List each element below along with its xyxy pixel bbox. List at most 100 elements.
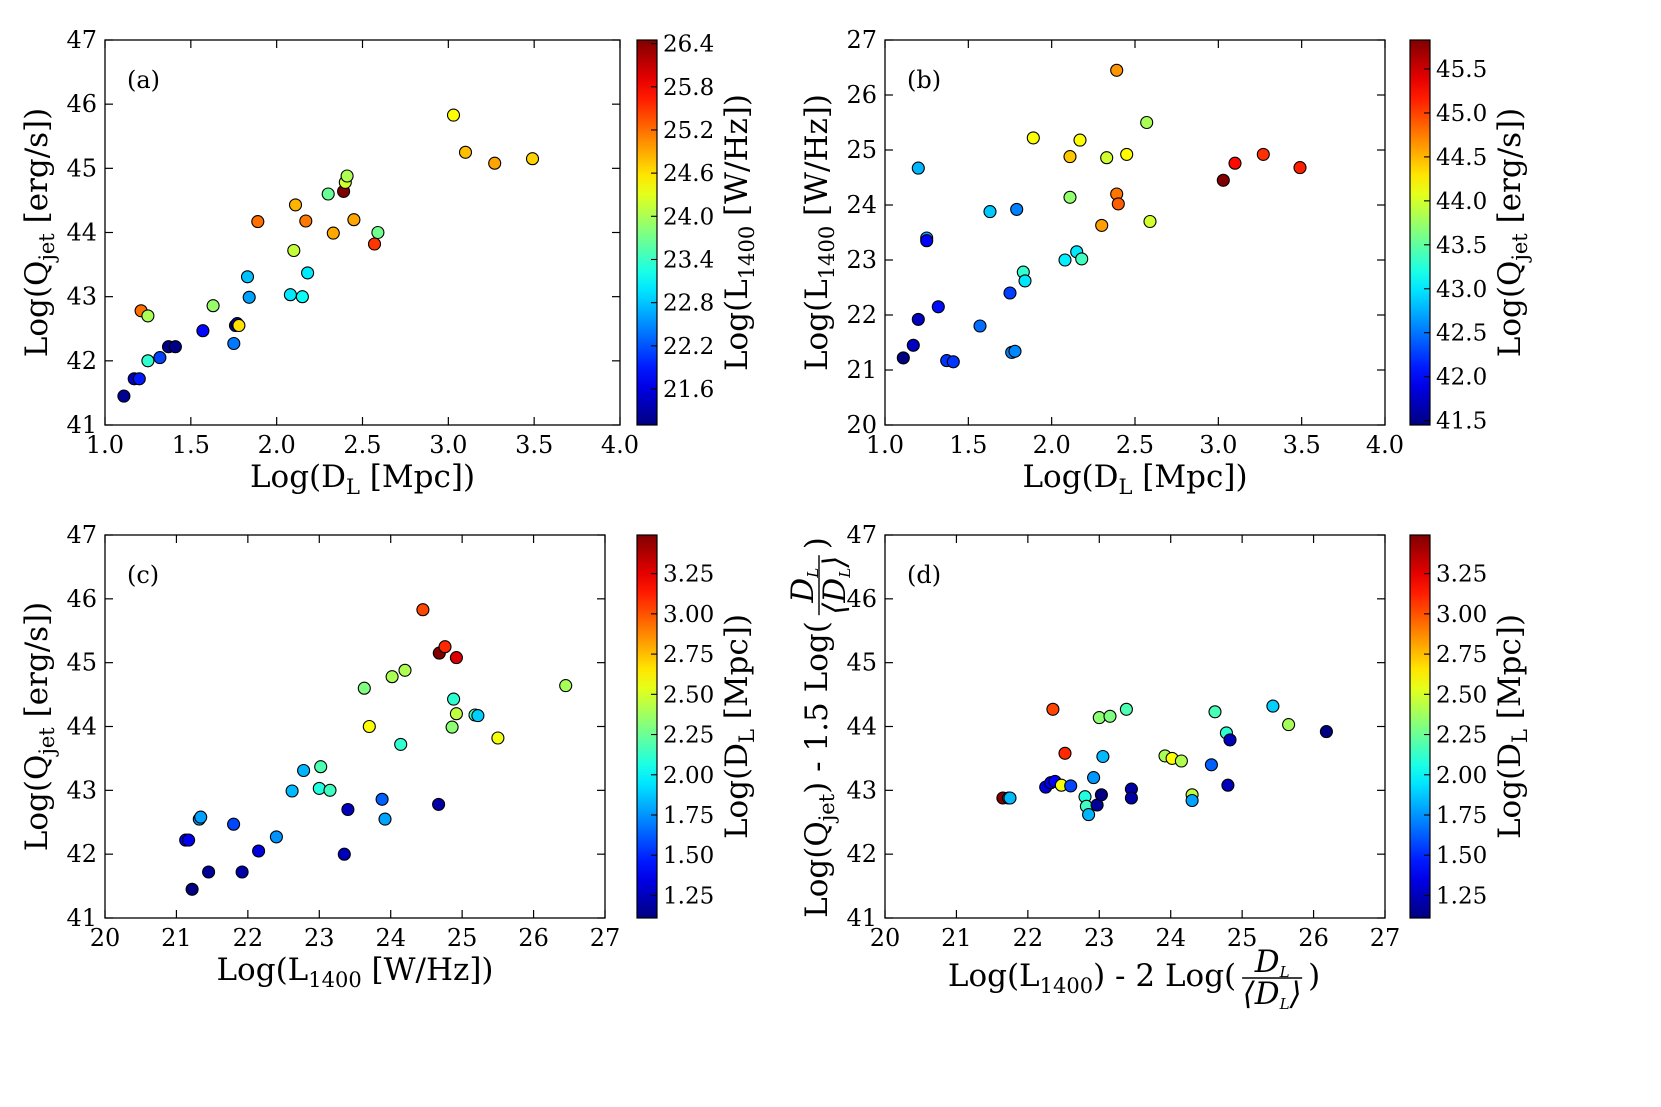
colorbar (1409, 39, 1431, 426)
data-point (340, 169, 354, 183)
data-point (1119, 702, 1133, 716)
data-point (449, 707, 463, 721)
data-point (206, 299, 220, 313)
data-point (911, 312, 925, 326)
data-point (1216, 173, 1230, 187)
x-tick-label: 3.5 (1283, 431, 1321, 459)
data-point (242, 290, 256, 304)
colorbar-tick-label: 1.75 (663, 803, 714, 829)
x-tick-label: 3.5 (515, 431, 553, 459)
y-tick-label: 23 (846, 246, 877, 274)
x-tick-label: 1.5 (949, 431, 987, 459)
data-point (168, 340, 182, 354)
axes-frame (884, 39, 1386, 426)
data-point (371, 225, 385, 240)
data-point (375, 792, 389, 806)
data-point (394, 737, 408, 751)
x-tick-label: 25 (1227, 924, 1258, 952)
data-point (1064, 779, 1078, 793)
y-tick-label: 42 (66, 840, 97, 868)
x-tick-label: 20 (870, 924, 901, 952)
data-point (232, 318, 246, 333)
x-axis-label: Log(L1400 [W/Hz]) (216, 952, 493, 992)
data-point (1174, 754, 1188, 768)
data-point (378, 812, 392, 826)
y-tick-label: 43 (66, 776, 97, 804)
x-tick-label: 23 (1084, 924, 1115, 952)
y-axis-label: Log(Qjet [erg/s]) (19, 108, 59, 358)
y-tick-label: 44 (66, 219, 97, 247)
data-point (920, 234, 934, 248)
data-point (471, 709, 485, 723)
data-point (911, 161, 925, 175)
colorbar-tick-label: 25.8 (663, 75, 714, 101)
data-point (347, 213, 361, 227)
data-point (240, 270, 255, 284)
colorbar (636, 534, 658, 919)
y-tick-label: 42 (846, 840, 877, 868)
data-point (1018, 274, 1032, 288)
data-point (1096, 749, 1110, 764)
data-point (1063, 190, 1077, 204)
x-tick-label: 22 (233, 924, 264, 952)
data-point (1075, 252, 1089, 266)
x-tick-label: 23 (304, 924, 335, 952)
x-tick-label: 21 (941, 924, 972, 952)
data-point (153, 351, 167, 365)
x-tick-label: 1.0 (866, 431, 904, 459)
svg-text:Log(Qjet) - 1.5 Log(: Log(Qjet) - 1.5 Log( (799, 621, 839, 918)
panel-label: (a) (127, 66, 160, 94)
data-point (458, 145, 473, 159)
x-tick-label: 4.0 (1366, 431, 1404, 459)
data-point (269, 830, 283, 844)
data-point (896, 351, 910, 365)
y-tick-label: 45 (66, 154, 97, 182)
y-tick-label: 44 (66, 713, 97, 741)
y-tick-label: 43 (846, 776, 877, 804)
data-point (312, 781, 326, 795)
colorbar-tick-label: 43.5 (1436, 233, 1487, 259)
colorbar-tick-label: 3.00 (1436, 602, 1487, 628)
data-point (251, 215, 265, 229)
colorbar-tick-label: 24.0 (663, 204, 714, 230)
colorbar-label: Log(Qjet [erg/s]) (1492, 108, 1532, 358)
x-tick-label: 4.0 (601, 431, 639, 459)
y-tick-label: 25 (846, 136, 877, 164)
y-axis-label: Log(Qjet) - 1.5 Log(DL⟨DL⟩) (785, 537, 854, 918)
x-tick-label: 25 (447, 924, 478, 952)
y-tick-label: 47 (846, 521, 877, 549)
data-point (1095, 218, 1109, 232)
colorbar-label: Log(L1400 [W/Hz]) (719, 94, 759, 371)
colorbar-tick-label: 2.50 (1436, 682, 1487, 708)
y-tick-label: 43 (66, 283, 97, 311)
x-axis-label: Log(L1400) - 2 Log(DL⟨DL⟩) (948, 944, 1320, 1013)
data-point (1010, 202, 1024, 216)
data-point (1185, 793, 1199, 808)
colorbar-tick-label: 1.50 (1436, 843, 1487, 869)
data-point (447, 692, 461, 706)
panel-b: 1.0 1.5 2.0 2.5 3.0 3.5 4.0 20 21 22 23 24 25 26 27 (b)… (799, 26, 1532, 499)
colorbar-tick-label: 24.6 (663, 161, 714, 187)
colorbar-label: Log(DL [Mpc]) (1492, 614, 1532, 839)
panel-label: (b) (907, 66, 941, 94)
x-tick-label: 2.5 (343, 431, 381, 459)
data-point (983, 205, 997, 219)
data-point (141, 354, 155, 368)
y-tick-label: 47 (66, 26, 97, 54)
y-tick-label: 20 (846, 411, 877, 439)
svg-text:): ) (799, 537, 835, 549)
data-point (1143, 214, 1157, 229)
data-point (1103, 709, 1117, 723)
x-tick-label: 2.0 (1033, 431, 1071, 459)
colorbar-tick-label: 22.8 (663, 291, 714, 317)
colorbar-tick-label: 3.25 (1436, 562, 1487, 588)
data-point (385, 670, 399, 684)
data-point (931, 300, 945, 314)
y-tick-label: 26 (846, 81, 877, 109)
y-tick-label: 46 (66, 90, 97, 118)
data-point (398, 663, 412, 677)
svg-text:DL: DL (1254, 944, 1290, 981)
y-tick-label: 44 (846, 713, 877, 741)
data-point (196, 324, 210, 338)
data-point (299, 214, 313, 228)
